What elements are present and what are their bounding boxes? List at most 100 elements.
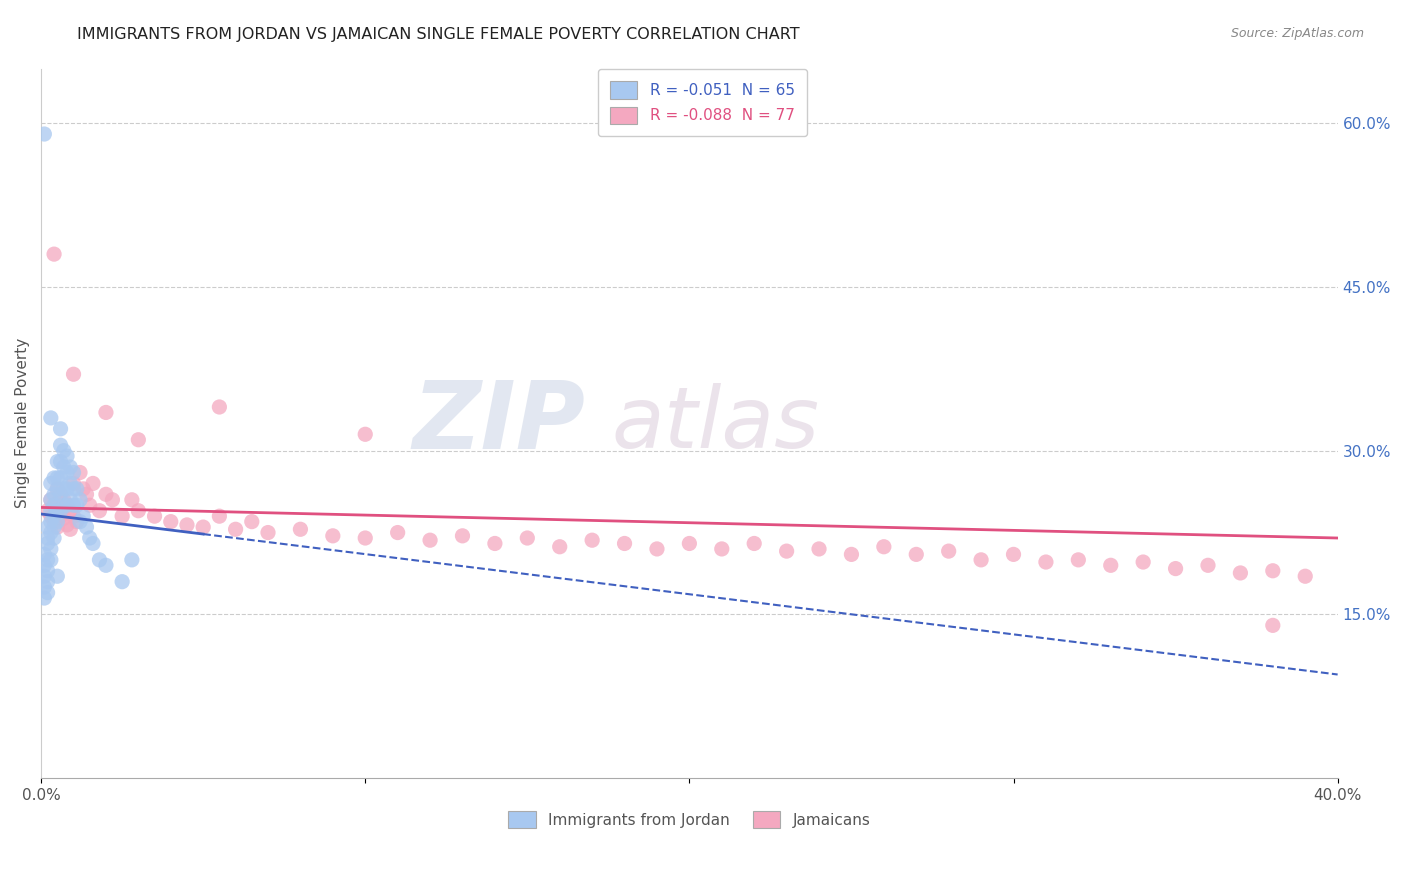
Point [46,482,69,496]
Point [62,482,84,496]
Point [49,471,72,485]
Point [39,515,62,529]
Point [39,504,62,518]
Legend: Immigrants from Jordan, Jamaicans: Immigrants from Jordan, Jamaicans [502,805,876,834]
Point [59,522,82,536]
Point [72,509,94,524]
Point [127,433,149,447]
Point [56,498,79,512]
Point [59,476,82,491]
Point [1164,561,1187,575]
Text: atlas: atlas [612,384,820,467]
Point [42,531,65,545]
Point [1067,553,1090,567]
Point [938,544,960,558]
Point [841,548,863,562]
Point [354,531,377,545]
Point [1002,548,1025,562]
Point [127,504,149,518]
Point [193,520,215,534]
Point [34,569,56,583]
Point [39,492,62,507]
Point [37,564,59,578]
Point [516,531,538,545]
Point [581,533,603,548]
Point [484,536,506,550]
Point [34,127,56,141]
Point [111,574,134,589]
Point [710,541,733,556]
Point [39,553,62,567]
Point [678,536,700,550]
Point [56,449,79,463]
Point [111,509,134,524]
Point [46,515,69,529]
Point [37,504,59,518]
Point [37,553,59,567]
Point [451,529,474,543]
Point [42,498,65,512]
Point [37,574,59,589]
Point [121,492,143,507]
Point [49,487,72,501]
Point [62,509,84,524]
Point [62,466,84,480]
Point [89,553,111,567]
Point [69,515,91,529]
Point [52,443,75,458]
Point [354,427,377,442]
Point [240,515,263,529]
Point [59,460,82,475]
Point [39,525,62,540]
Point [42,471,65,485]
Point [76,520,98,534]
Point [39,541,62,556]
Point [742,536,765,550]
Point [66,498,89,512]
Point [46,569,69,583]
Point [94,405,117,419]
Text: ZIP: ZIP [413,377,586,469]
Point [89,504,111,518]
Point [143,509,166,524]
Point [34,591,56,605]
Point [1099,558,1122,573]
Point [82,476,104,491]
Point [52,482,75,496]
Point [69,466,91,480]
Point [37,585,59,599]
Text: IMMIGRANTS FROM JORDAN VS JAMAICAN SINGLE FEMALE POVERTY CORRELATION CHART: IMMIGRANTS FROM JORDAN VS JAMAICAN SINGL… [77,27,800,42]
Point [42,487,65,501]
Point [34,558,56,573]
Point [59,492,82,507]
Point [1035,555,1057,569]
Point [1229,566,1251,580]
Point [645,541,668,556]
Point [419,533,441,548]
Point [1261,618,1284,632]
Point [42,509,65,524]
Point [548,540,571,554]
Point [49,422,72,436]
Text: Source: ZipAtlas.com: Source: ZipAtlas.com [1230,27,1364,40]
Point [37,536,59,550]
Point [56,498,79,512]
Point [322,529,344,543]
Point [52,460,75,475]
Point [39,492,62,507]
Point [49,438,72,452]
Point [208,400,231,414]
Point [176,517,198,532]
Point [49,504,72,518]
Point [56,517,79,532]
Point [37,520,59,534]
Point [94,487,117,501]
Point [94,558,117,573]
Point [613,536,636,550]
Point [1294,569,1316,583]
Point [66,515,89,529]
Point [1197,558,1219,573]
Point [46,482,69,496]
Point [52,492,75,507]
Point [56,466,79,480]
